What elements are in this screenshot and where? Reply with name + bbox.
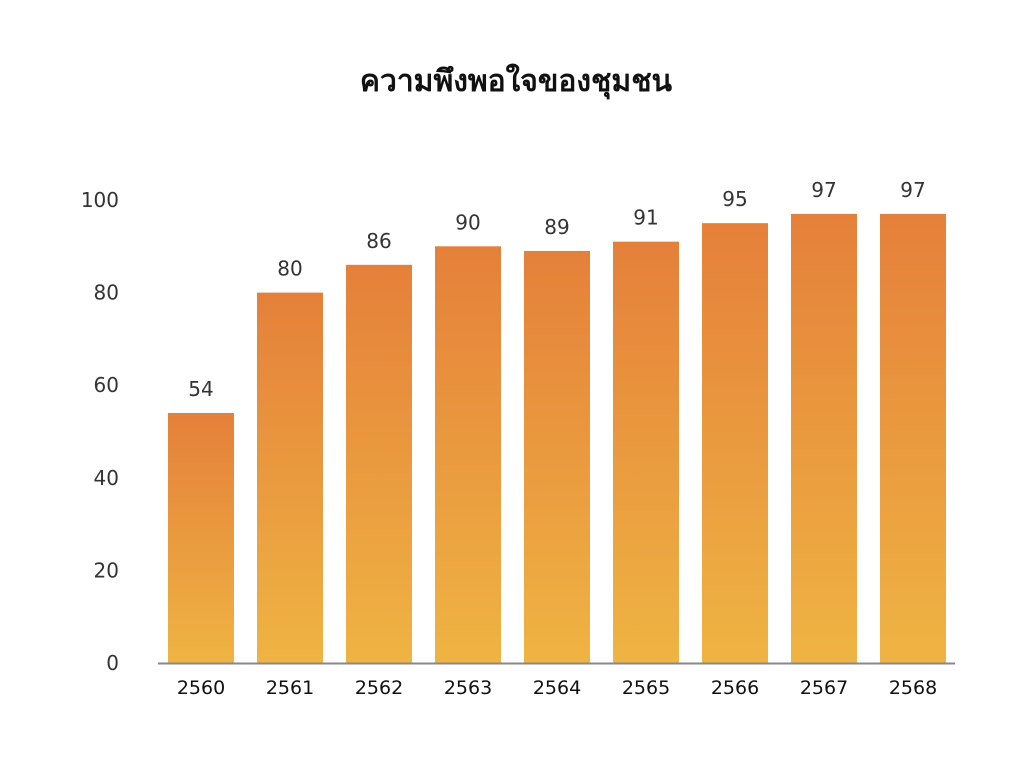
bar-2560 bbox=[168, 412, 234, 663]
bar-group: 54 80 86 90 89 91 95 97 97 bbox=[168, 178, 946, 664]
x-tick-label: 2563 bbox=[444, 677, 492, 699]
data-label: 97 bbox=[900, 178, 925, 202]
y-tick-label: 60 bbox=[94, 373, 119, 397]
x-tick-label: 2560 bbox=[177, 677, 225, 699]
data-label: 54 bbox=[188, 377, 213, 401]
data-label: 80 bbox=[277, 257, 302, 281]
y-tick-label: 40 bbox=[94, 466, 119, 490]
bar-2562 bbox=[346, 264, 412, 663]
data-label: 90 bbox=[455, 210, 480, 234]
x-tick-label: 2568 bbox=[889, 677, 937, 699]
data-label: 86 bbox=[366, 229, 391, 253]
bar-2567 bbox=[791, 213, 857, 663]
y-tick-label: 100 bbox=[81, 188, 119, 212]
y-tick-label: 80 bbox=[94, 281, 119, 305]
data-label: 95 bbox=[722, 187, 747, 211]
x-tick-label: 2564 bbox=[533, 677, 581, 699]
x-tick-label: 2566 bbox=[711, 677, 759, 699]
y-axis: 0 20 40 60 80 100 bbox=[81, 188, 119, 675]
y-tick-label: 0 bbox=[106, 651, 119, 675]
bar-2563 bbox=[435, 246, 501, 664]
x-tick-label: 2562 bbox=[355, 677, 403, 699]
bar-2565 bbox=[613, 241, 679, 664]
bar-2568 bbox=[880, 213, 946, 663]
x-tick-label: 2567 bbox=[800, 677, 848, 699]
bar-2564 bbox=[524, 250, 590, 663]
bar-2561 bbox=[257, 292, 323, 663]
x-tick-label: 2565 bbox=[622, 677, 670, 699]
x-axis: 2560 2561 2562 2563 2564 2565 2566 2567 2568 bbox=[158, 662, 955, 699]
y-tick-label: 20 bbox=[94, 558, 119, 582]
data-label: 91 bbox=[633, 206, 658, 230]
data-label: 97 bbox=[811, 178, 836, 202]
bar-2566 bbox=[702, 223, 768, 663]
chart-title: ความพึงพอใจของชุมชน bbox=[359, 64, 673, 99]
data-label: 89 bbox=[544, 215, 569, 239]
x-tick-label: 2561 bbox=[266, 677, 314, 699]
